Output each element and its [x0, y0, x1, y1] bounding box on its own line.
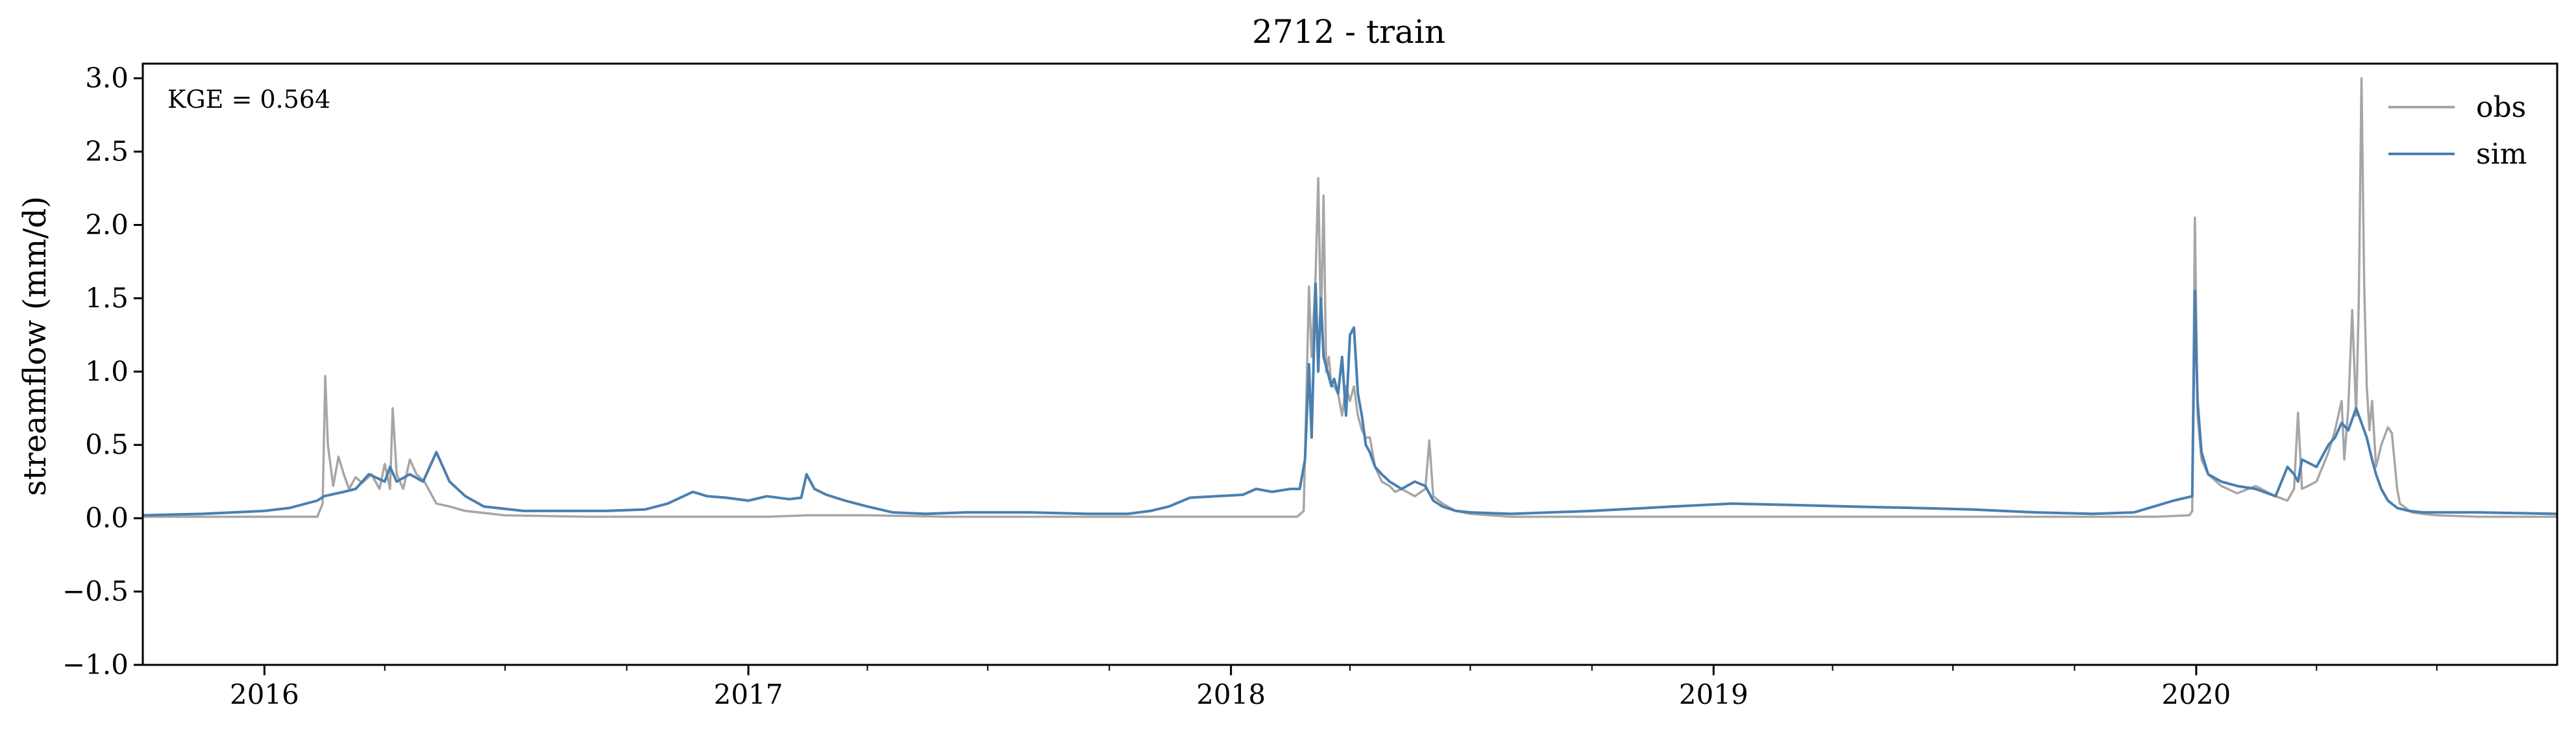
legend-label-sim: sim	[2476, 138, 2527, 171]
x-tick-label: 2020	[2161, 679, 2231, 710]
y-tick-label: 2.0	[85, 208, 129, 240]
plot-area-frame	[141, 62, 2558, 666]
series-line-sim	[142, 282, 2558, 517]
kge-annotation: KGE = 0.564	[167, 85, 330, 114]
y-tick-label: −0.5	[62, 575, 129, 607]
y-tick-label: 1.5	[85, 282, 129, 314]
y-tick-label: 0.0	[85, 502, 129, 534]
y-tick-label: 0.5	[85, 429, 129, 460]
y-tick-label: 1.0	[85, 355, 129, 387]
y-tick-label: −1.0	[62, 649, 129, 680]
y-axis-label: streamflow (mm/d)	[17, 196, 53, 496]
legend-label-obs: obs	[2476, 91, 2526, 124]
x-tick-label: 2018	[1196, 679, 1266, 710]
x-tick-label: 2019	[1679, 679, 1748, 710]
legend: obs sim	[2388, 91, 2527, 171]
x-axis-ticks: 2016 2017 2018 2019 2020	[230, 665, 2438, 710]
series-lines	[142, 77, 2558, 518]
y-tick-label: 2.5	[85, 136, 129, 168]
y-tick-label: 3.0	[85, 62, 129, 94]
x-tick-label: 2016	[230, 679, 299, 710]
chart-title: 2712 - train	[1252, 13, 1445, 51]
y-axis-ticks: −1.0 −0.5 0.0 0.5 1.0 1.5 2.0 2.5 3.0	[62, 62, 143, 680]
x-tick-label: 2017	[714, 679, 783, 710]
